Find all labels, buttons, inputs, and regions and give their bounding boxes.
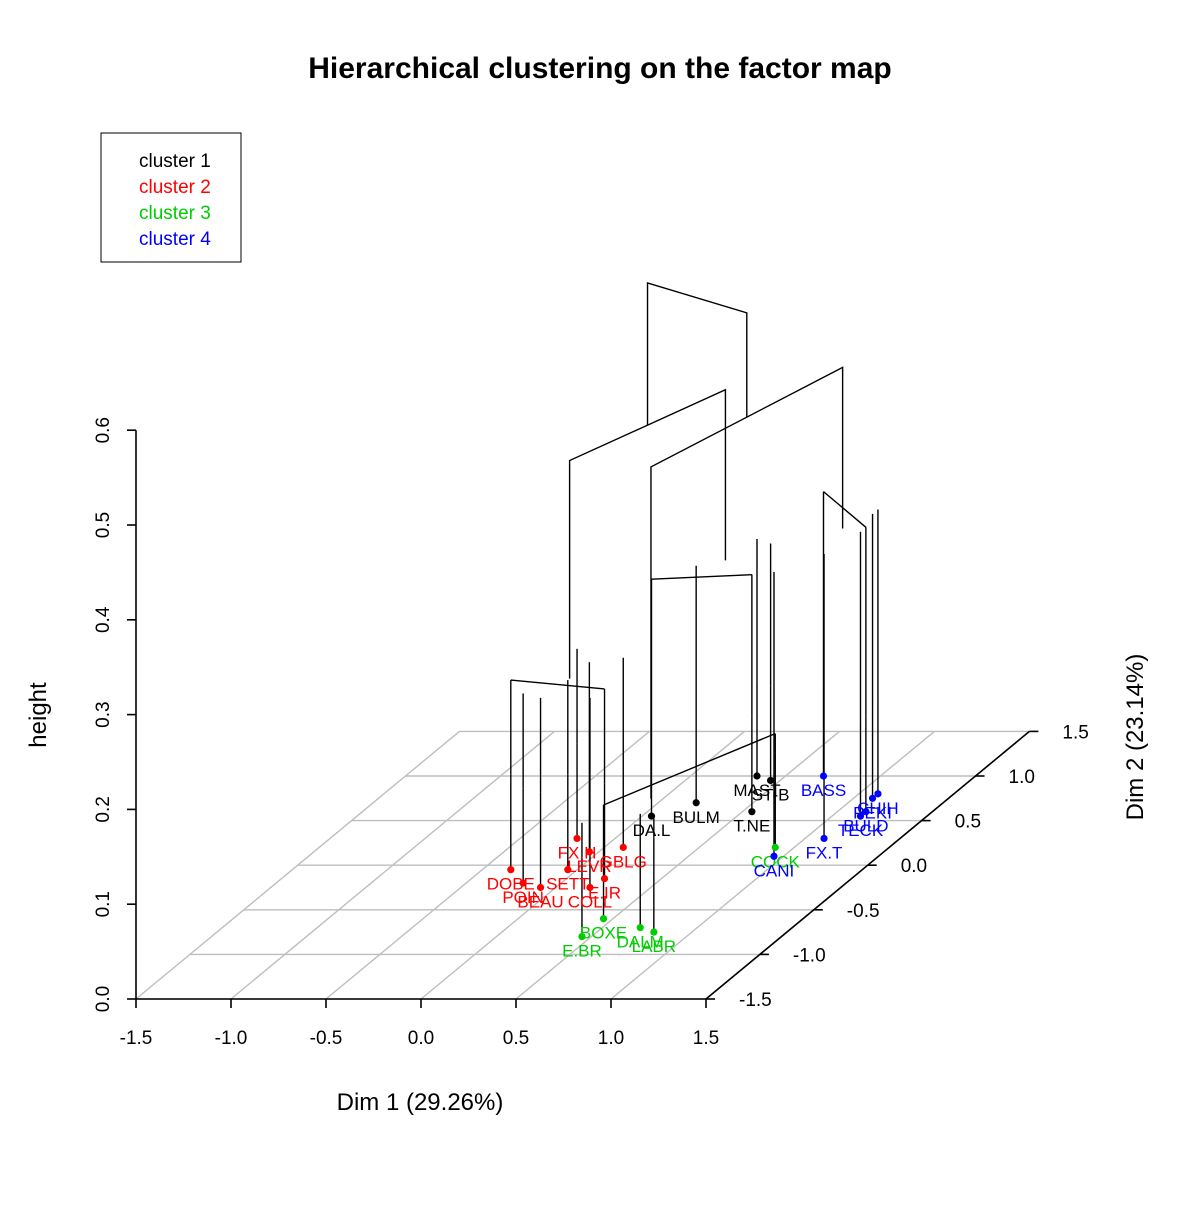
chart-title: Hierarchical clustering on the factor ma… [308,52,892,85]
y-tick-label: -0.5 [847,901,880,922]
legend-entry-3: cluster 3 [139,203,211,224]
y-tick-label: 1.0 [1009,767,1035,788]
data-point [771,843,779,851]
legend-entry-1: cluster 1 [139,151,211,172]
data-point [767,776,775,785]
point-label: BEAU [517,893,563,912]
data-point [770,852,778,860]
x-tick-label: 0.5 [503,1028,529,1049]
y-tick-label: -1.0 [793,945,826,966]
data-point [856,812,865,820]
z-tick-label: 0.6 [93,417,114,443]
legend-entry-2: cluster 2 [139,177,211,198]
z-axis-label: height [25,682,52,748]
point-label: DOBE [487,875,535,894]
data-point [599,915,608,923]
data-point [819,772,828,780]
point-label: GBLG [600,852,647,871]
y-tick-label: 0.0 [901,856,927,877]
z-tick-label: 0.0 [93,986,114,1012]
point-label: POIN [502,888,544,907]
cluster-join [651,573,752,580]
data-point [862,808,870,816]
point-label: DA.L [633,821,671,840]
data-point [585,848,593,856]
data-point [650,928,658,936]
point-label: COCK [751,852,801,871]
data-point [578,932,586,941]
point-label: E.IR [588,884,621,903]
point-label: SETT [546,875,589,894]
data-point [536,883,545,892]
cluster-join [510,679,605,690]
point-label: MAST [733,781,780,800]
data-point [619,843,627,851]
point-label: LEVR [567,857,611,876]
y-tick-label: 0.5 [955,812,981,833]
data-point [753,772,761,780]
merge-root [646,282,748,426]
x-tick-label: -1.0 [215,1028,248,1049]
data-point [647,812,656,820]
y-tick-label: 1.5 [1062,722,1088,743]
data-point [573,834,581,843]
point-label: BULD [843,817,888,836]
point-label: DALM [617,933,664,952]
x-tick-label: -1.5 [120,1028,153,1049]
z-tick-label: 0.1 [93,891,114,917]
y-tick-label: -1.5 [739,990,772,1011]
point-label: LABR [632,937,676,956]
data-point [868,794,877,802]
point-label: COLL [568,893,612,912]
x-tick-label: 0.0 [408,1028,434,1049]
z-tick-label: 0.3 [93,701,114,727]
legend-entry-4: cluster 4 [139,229,211,250]
x-tick-label: 1.5 [693,1028,719,1049]
point-label: T.NE [733,817,770,836]
floor-grid [135,730,1030,1000]
point-label: FX.T [806,843,843,862]
x-tick-label: -0.5 [310,1028,343,1049]
data-point [820,834,828,843]
z-tick-label: 0.5 [93,512,114,538]
data-point [564,866,572,874]
data-point [600,874,609,883]
point-label: BOXE [580,924,627,943]
axes: -1.5 -1.0 -0.5 0.0 0.5 1.0 1.5 -1.5 -1.0 -0.5 0.0 0… [93,417,1089,1049]
y-axis-label: Dim 2 (23.14%) [1122,654,1149,821]
data-point [586,883,594,892]
x-tick-label: 1.0 [598,1028,624,1049]
point-label: E.BR [562,942,602,961]
data-point [636,924,644,932]
data-point [748,808,756,816]
z-tick-label: 0.2 [93,796,114,822]
point-label: CANI [754,861,795,880]
merge-cluster-3-4 [650,366,844,799]
point-label: TECK [838,821,884,840]
data-point [507,866,515,874]
point-label: BULM [673,808,720,827]
legend-box [100,132,242,263]
data-point [519,879,527,887]
point-label: FX.H [558,843,597,862]
merge-cluster-1-2 [568,388,727,679]
cluster-join [603,732,776,806]
data-point [692,799,700,807]
z-tick-label: 0.4 [93,606,114,633]
data-point [874,790,882,798]
point-label: ST-B [752,785,790,804]
cluster-join [823,491,867,528]
dendrogram [510,282,879,937]
legend: cluster 1 cluster 2 cluster 3 cluster 4 [100,132,242,263]
point-label: BASS [801,781,846,800]
x-axis-label: Dim 1 (29.26%) [337,1089,504,1116]
